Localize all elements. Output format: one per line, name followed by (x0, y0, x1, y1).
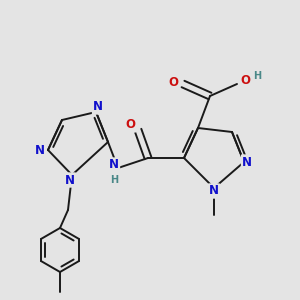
Text: N: N (109, 158, 119, 172)
Text: N: N (35, 143, 45, 157)
Text: H: H (110, 175, 118, 185)
Text: N: N (209, 184, 219, 197)
Text: N: N (242, 155, 252, 169)
Text: O: O (168, 76, 178, 88)
Text: N: N (65, 173, 75, 187)
Text: H: H (253, 71, 261, 81)
Text: O: O (240, 74, 250, 88)
Text: N: N (93, 100, 103, 113)
Text: O: O (125, 118, 135, 131)
